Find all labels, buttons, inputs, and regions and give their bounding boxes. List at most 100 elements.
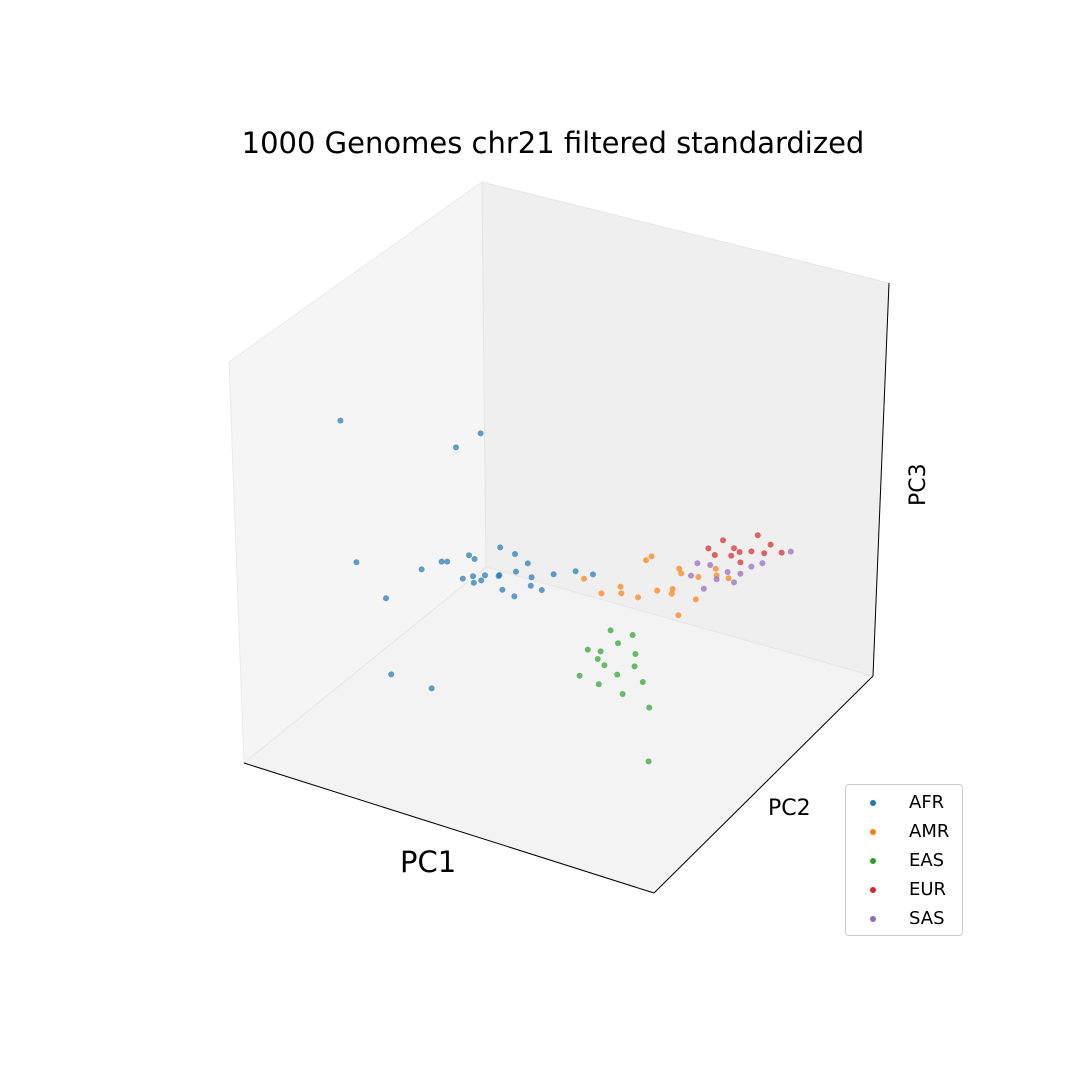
point-sas-5 (748, 563, 755, 570)
point-amr-12 (692, 596, 699, 603)
point-sas-3 (737, 570, 744, 577)
legend-marker-amr (870, 829, 876, 835)
point-eas-1 (597, 648, 604, 655)
point-eur-8 (754, 532, 761, 539)
point-afr-2 (478, 577, 485, 584)
point-eas-2 (632, 651, 639, 657)
point-eas-10 (576, 672, 583, 679)
point-afr-22 (438, 558, 445, 565)
point-eas-0 (615, 640, 621, 647)
point-afr-7 (470, 573, 476, 580)
legend-marker-eas (870, 858, 876, 864)
legend: AFR AMR EAS EUR SAS (845, 784, 963, 936)
point-eur-9 (737, 559, 744, 566)
point-afr-13 (471, 556, 478, 562)
point-eas-6 (631, 663, 638, 670)
point-afr-26 (477, 430, 484, 437)
point-afr-28 (428, 685, 435, 692)
point-afr-12 (527, 582, 534, 589)
y-axis-line (653, 675, 874, 894)
point-afr-21 (538, 587, 545, 593)
point-afr-20 (470, 579, 477, 586)
z-axis-label: PC3 (906, 463, 931, 506)
point-sas-0 (707, 562, 714, 568)
point-eas-15 (645, 758, 652, 765)
point-afr-30 (383, 595, 389, 602)
x-axis-line (243, 762, 655, 894)
point-afr-15 (418, 566, 425, 573)
legend-label-eur: EUR (909, 879, 947, 900)
point-eur-0 (731, 545, 737, 552)
point-eas-7 (594, 656, 601, 662)
point-amr-9 (598, 590, 605, 597)
legend-item-sas: SAS (846, 907, 962, 931)
point-afr-23 (512, 551, 518, 557)
chart-title: 1000 Genomes chr21 filtered standardized (241, 126, 865, 160)
point-eas-5 (607, 627, 614, 634)
legend-label-amr: AMR (909, 821, 950, 842)
point-eur-11 (705, 545, 712, 552)
point-sas-6 (688, 572, 694, 579)
point-afr-17 (466, 552, 472, 559)
point-amr-8 (648, 553, 655, 560)
legend-marker-sas (870, 916, 876, 922)
point-afr-8 (499, 586, 506, 593)
point-eur-10 (778, 549, 785, 556)
point-afr-19 (482, 572, 488, 579)
legend-item-eur: EUR (846, 878, 962, 902)
point-eur-7 (711, 552, 718, 558)
legend-label-afr: AFR (909, 792, 945, 813)
point-afr-4 (459, 575, 466, 582)
point-sas-2 (694, 560, 701, 567)
point-amr-11 (643, 557, 649, 564)
point-afr-6 (550, 571, 557, 578)
point-afr-3 (528, 574, 535, 581)
point-amr-7 (725, 575, 732, 582)
point-eur-4 (728, 552, 735, 559)
point-sas-7 (731, 579, 737, 586)
point-afr-27 (388, 671, 395, 678)
point-sas-8 (759, 560, 766, 567)
point-amr-2 (654, 587, 661, 594)
point-eur-2 (720, 537, 726, 544)
point-eas-14 (646, 704, 653, 711)
point-eur-6 (767, 541, 774, 548)
z-axis-line (872, 282, 890, 677)
point-afr-9 (444, 558, 451, 565)
point-eas-3 (584, 646, 591, 653)
point-amr-16 (618, 590, 625, 597)
point-amr-10 (675, 612, 682, 619)
point-afr-29 (353, 559, 360, 566)
point-afr-18 (590, 571, 596, 578)
point-afr-11 (496, 572, 503, 578)
point-amr-13 (581, 575, 587, 582)
point-afr-5 (497, 544, 504, 551)
point-eur-1 (748, 548, 755, 555)
legend-label-sas: SAS (909, 908, 945, 929)
legend-item-afr: AFR (846, 791, 962, 815)
legend-item-eas: EAS (846, 849, 962, 873)
point-amr-4 (712, 565, 719, 572)
point-amr-1 (676, 565, 683, 572)
y-axis-label: PC2 (768, 796, 811, 821)
point-eas-9 (601, 662, 608, 669)
point-amr-3 (635, 594, 641, 601)
point-sas-10 (700, 585, 707, 592)
point-amr-6 (668, 590, 675, 597)
point-eur-3 (761, 550, 768, 557)
point-amr-5 (617, 583, 624, 590)
point-sas-9 (787, 548, 794, 555)
point-eas-11 (639, 679, 646, 685)
point-eas-12 (595, 681, 602, 688)
legend-label-eas: EAS (909, 850, 945, 871)
point-eur-5 (736, 549, 743, 555)
point-sas-1 (724, 569, 731, 575)
point-eas-8 (629, 632, 636, 638)
legend-item-amr: AMR (846, 820, 962, 844)
point-amr-14 (669, 586, 676, 592)
point-afr-25 (453, 444, 459, 451)
point-afr-10 (524, 560, 531, 567)
point-afr-14 (572, 568, 579, 575)
